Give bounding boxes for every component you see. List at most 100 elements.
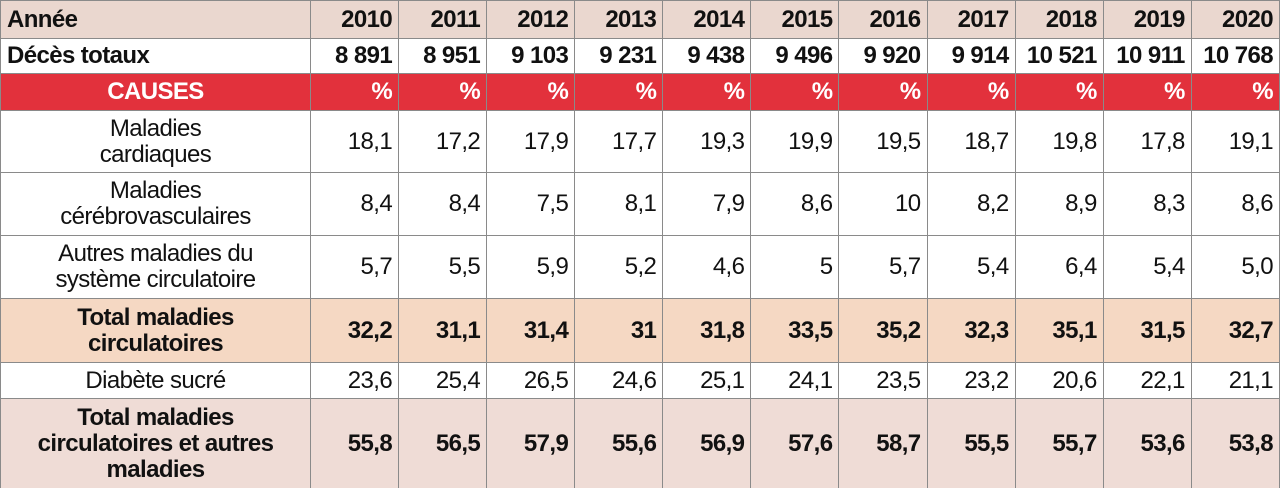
cell-value: 18,7 [926, 110, 1016, 173]
cell-value: 7,5 [486, 172, 576, 236]
cell-value: 19,5 [838, 110, 928, 173]
cell-value: 8,4 [398, 172, 488, 236]
cell-value: 55,6 [574, 398, 664, 488]
unit: % [486, 73, 576, 111]
row-label: Décès totaux [0, 38, 311, 74]
cell-value: 9 438 [662, 38, 752, 74]
cell-value: 21,1 [1190, 362, 1280, 399]
cell-value: 7,9 [662, 172, 752, 236]
year: 2016 [838, 0, 928, 39]
cell-value: 17,2 [398, 110, 488, 173]
year: 2014 [662, 0, 752, 39]
year: 2015 [750, 0, 840, 39]
year: 2011 [398, 0, 488, 39]
cell-value: 6,4 [1014, 235, 1104, 299]
cell-value: 20,6 [1014, 362, 1104, 399]
cell-value: 10 521 [1014, 38, 1104, 74]
cell-value: 5,4 [926, 235, 1016, 299]
cell-value: 5,7 [309, 235, 400, 299]
cell-value: 9 103 [486, 38, 576, 74]
cell-value: 23,5 [838, 362, 928, 399]
cell-value: 23,6 [309, 362, 400, 399]
cell-value: 5,9 [486, 235, 576, 299]
cell-value: 31,1 [398, 298, 488, 363]
cell-value: 58,7 [838, 398, 928, 488]
cell-value: 32,3 [926, 298, 1016, 363]
cell-value: 35,2 [838, 298, 928, 363]
cell-value: 55,8 [309, 398, 400, 488]
cell-value: 9 231 [574, 38, 664, 74]
cell-value: 17,8 [1102, 110, 1192, 173]
cell-value: 17,7 [574, 110, 664, 173]
row-label: Maladies cardiaques [0, 110, 311, 173]
cell-value: 5,0 [1190, 235, 1280, 299]
data-row: Diabète sucré 23,6 25,4 26,5 24,6 25,1 24,1 23,… [0, 362, 1280, 399]
cell-value: 31,8 [662, 298, 752, 363]
year: 2018 [1014, 0, 1104, 39]
cell-value: 5,7 [838, 235, 928, 299]
unit: % [398, 73, 488, 111]
cell-value: 4,6 [662, 235, 752, 299]
year: 2013 [574, 0, 664, 39]
cell-value: 19,9 [750, 110, 840, 173]
unit: % [309, 73, 400, 111]
cell-value: 31 [574, 298, 664, 363]
data-row: Maladies cérébrovasculaires 8,4 8,4 7,5 8,1 7… [0, 172, 1280, 236]
cell-value: 25,4 [398, 362, 488, 399]
header-label: Année [0, 0, 311, 39]
cell-value: 33,5 [750, 298, 840, 363]
unit: % [1190, 73, 1280, 111]
unit: % [662, 73, 752, 111]
cell-value: 55,5 [926, 398, 1016, 488]
data-row: Total maladies circulatoires et autres m… [0, 398, 1280, 488]
cell-value: 8,3 [1102, 172, 1192, 236]
header-row: Année 2010 2011 2012 2013 2014 2015 2016 2017 201… [0, 0, 1280, 39]
cell-value: 55,7 [1014, 398, 1104, 488]
cell-value: 23,2 [926, 362, 1016, 399]
cell-value: 19,1 [1190, 110, 1280, 173]
unit: % [574, 73, 664, 111]
cell-value: 10 768 [1190, 38, 1280, 74]
cell-value: 57,6 [750, 398, 840, 488]
cell-value: 8,1 [574, 172, 664, 236]
data-row: Total maladies circulatoires 32,2 31,1 31,4… [0, 298, 1280, 363]
year: 2019 [1102, 0, 1192, 39]
cell-value: 9 914 [926, 38, 1016, 74]
row-label: Diabète sucré [0, 362, 311, 399]
cell-value: 31,4 [486, 298, 576, 363]
cell-value: 32,7 [1190, 298, 1280, 363]
cell-value: 35,1 [1014, 298, 1104, 363]
cell-value: 24,1 [750, 362, 840, 399]
cell-value: 8 891 [309, 38, 400, 74]
cell-value: 8,9 [1014, 172, 1104, 236]
cell-value: 10 [838, 172, 928, 236]
cell-value: 10 911 [1102, 38, 1192, 74]
cell-value: 56,5 [398, 398, 488, 488]
unit: % [926, 73, 1016, 111]
cell-value: 5,5 [398, 235, 488, 299]
cell-value: 18,1 [309, 110, 400, 173]
cell-value: 19,8 [1014, 110, 1104, 173]
cell-value: 25,1 [662, 362, 752, 399]
cell-value: 19,3 [662, 110, 752, 173]
cell-value: 31,5 [1102, 298, 1192, 363]
cell-value: 5 [750, 235, 840, 299]
cell-value: 5,2 [574, 235, 664, 299]
cell-value: 8,4 [309, 172, 400, 236]
cell-value: 32,2 [309, 298, 400, 363]
cell-value: 9 920 [838, 38, 928, 74]
cell-value: 9 496 [750, 38, 840, 74]
cell-value: 53,6 [1102, 398, 1192, 488]
cell-value: 57,9 [486, 398, 576, 488]
unit: % [838, 73, 928, 111]
cell-value: 5,4 [1102, 235, 1192, 299]
cell-value: 8,6 [1190, 172, 1280, 236]
unit: % [750, 73, 840, 111]
causes-row: CAUSES%%%%%%%%%%% [0, 73, 1280, 111]
causes-label: CAUSES [0, 73, 311, 111]
year: 2010 [309, 0, 400, 39]
cell-value: 26,5 [486, 362, 576, 399]
year: 2020 [1190, 0, 1280, 39]
